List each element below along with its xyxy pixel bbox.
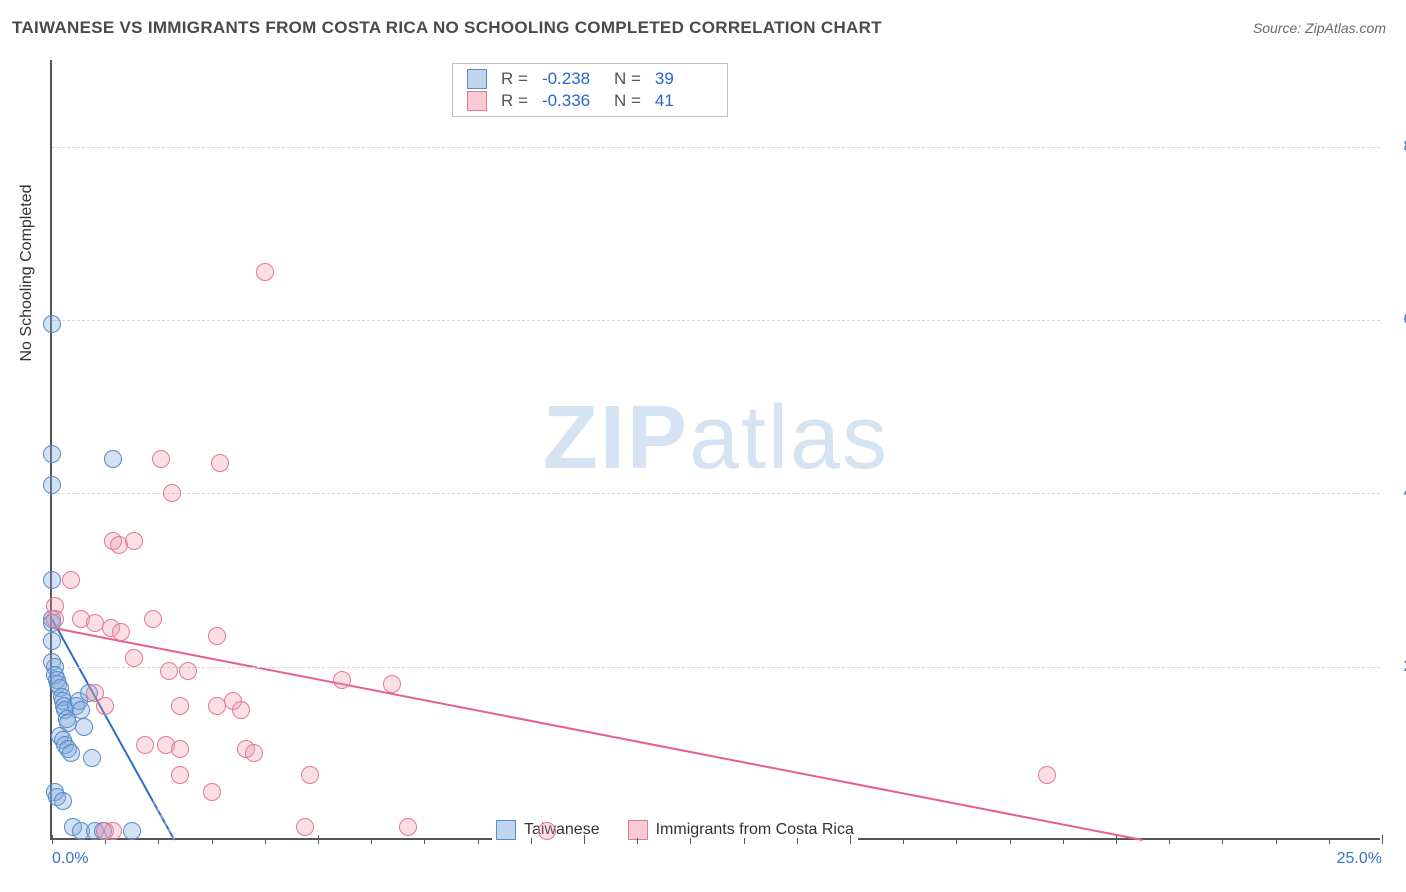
x-minor-tick xyxy=(1169,838,1170,844)
scatter-point xyxy=(1038,766,1056,784)
trend-line-2 xyxy=(52,628,1143,840)
scatter-point xyxy=(43,571,61,589)
source-attribution: Source: ZipAtlas.com xyxy=(1253,20,1386,36)
scatter-point xyxy=(203,783,221,801)
x-minor-tick xyxy=(1329,838,1330,844)
x-minor-tick xyxy=(1063,838,1064,844)
scatter-point xyxy=(171,697,189,715)
scatter-point xyxy=(54,792,72,810)
scatter-point xyxy=(72,701,90,719)
x-tick xyxy=(52,835,53,844)
scatter-point xyxy=(125,532,143,550)
scatter-point xyxy=(211,454,229,472)
x-minor-tick xyxy=(1222,838,1223,844)
x-minor-tick xyxy=(478,838,479,844)
gridline-h xyxy=(52,667,1380,668)
gridline-h xyxy=(52,493,1380,494)
y-tick-label: 4.0% xyxy=(1385,484,1406,502)
legend-label-1: Taiwanese xyxy=(524,821,600,839)
scatter-point xyxy=(301,766,319,784)
scatter-point xyxy=(104,822,122,840)
scatter-point xyxy=(144,610,162,628)
scatter-point xyxy=(399,818,417,836)
scatter-point xyxy=(104,450,122,468)
y-axis-label: No Schooling Completed xyxy=(18,185,36,362)
gridline-h xyxy=(52,147,1380,148)
chart-title: TAIWANESE VS IMMIGRANTS FROM COSTA RICA … xyxy=(12,18,882,38)
x-tick xyxy=(1116,835,1117,844)
x-minor-tick xyxy=(744,838,745,844)
x-minor-tick xyxy=(797,838,798,844)
scatter-point xyxy=(245,744,263,762)
x-minor-tick xyxy=(690,838,691,844)
plot-area: ZIPatlas R = -0.238 N = 39 R = -0.336 N … xyxy=(50,60,1380,840)
gridline-h xyxy=(52,320,1380,321)
x-minor-tick xyxy=(1010,838,1011,844)
x-minor-tick xyxy=(1276,838,1277,844)
chart-container: TAIWANESE VS IMMIGRANTS FROM COSTA RICA … xyxy=(0,0,1406,892)
x-tick xyxy=(584,835,585,844)
scatter-point xyxy=(125,649,143,667)
x-tick xyxy=(1382,835,1383,844)
x-minor-tick xyxy=(531,838,532,844)
scatter-point xyxy=(43,476,61,494)
x-minor-tick xyxy=(212,838,213,844)
scatter-point xyxy=(46,610,64,628)
x-minor-tick xyxy=(903,838,904,844)
x-tick xyxy=(318,835,319,844)
scatter-point xyxy=(62,744,80,762)
scatter-point xyxy=(171,740,189,758)
scatter-point xyxy=(123,822,141,840)
x-tick-label: 0.0% xyxy=(52,850,88,868)
x-minor-tick xyxy=(424,838,425,844)
scatter-point xyxy=(208,627,226,645)
trend-lines-layer xyxy=(52,60,1380,838)
x-tick-label: 25.0% xyxy=(1337,850,1382,868)
x-minor-tick xyxy=(956,838,957,844)
legend-swatch-2 xyxy=(628,820,648,840)
y-tick-label: 6.0% xyxy=(1385,311,1406,329)
scatter-point xyxy=(333,671,351,689)
y-tick-label: 8.0% xyxy=(1385,138,1406,156)
y-tick-label: 2.0% xyxy=(1385,658,1406,676)
scatter-point xyxy=(160,662,178,680)
x-minor-tick xyxy=(158,838,159,844)
scatter-point xyxy=(83,749,101,767)
scatter-point xyxy=(152,450,170,468)
x-tick xyxy=(850,835,851,844)
scatter-point xyxy=(96,697,114,715)
scatter-point xyxy=(538,822,556,840)
x-minor-tick xyxy=(371,838,372,844)
scatter-point xyxy=(163,484,181,502)
x-minor-tick xyxy=(637,838,638,844)
legend-label-2: Immigrants from Costa Rica xyxy=(656,821,854,839)
scatter-point xyxy=(136,736,154,754)
scatter-point xyxy=(179,662,197,680)
scatter-point xyxy=(171,766,189,784)
scatter-point xyxy=(296,818,314,836)
scatter-point xyxy=(43,445,61,463)
scatter-point xyxy=(75,718,93,736)
x-minor-tick xyxy=(265,838,266,844)
scatter-point xyxy=(383,675,401,693)
legend-swatch-1 xyxy=(496,820,516,840)
scatter-point xyxy=(43,315,61,333)
scatter-point xyxy=(112,623,130,641)
scatter-point xyxy=(256,263,274,281)
legend-item-2: Immigrants from Costa Rica xyxy=(628,820,854,840)
scatter-point xyxy=(232,701,250,719)
scatter-point xyxy=(62,571,80,589)
scatter-point xyxy=(43,632,61,650)
